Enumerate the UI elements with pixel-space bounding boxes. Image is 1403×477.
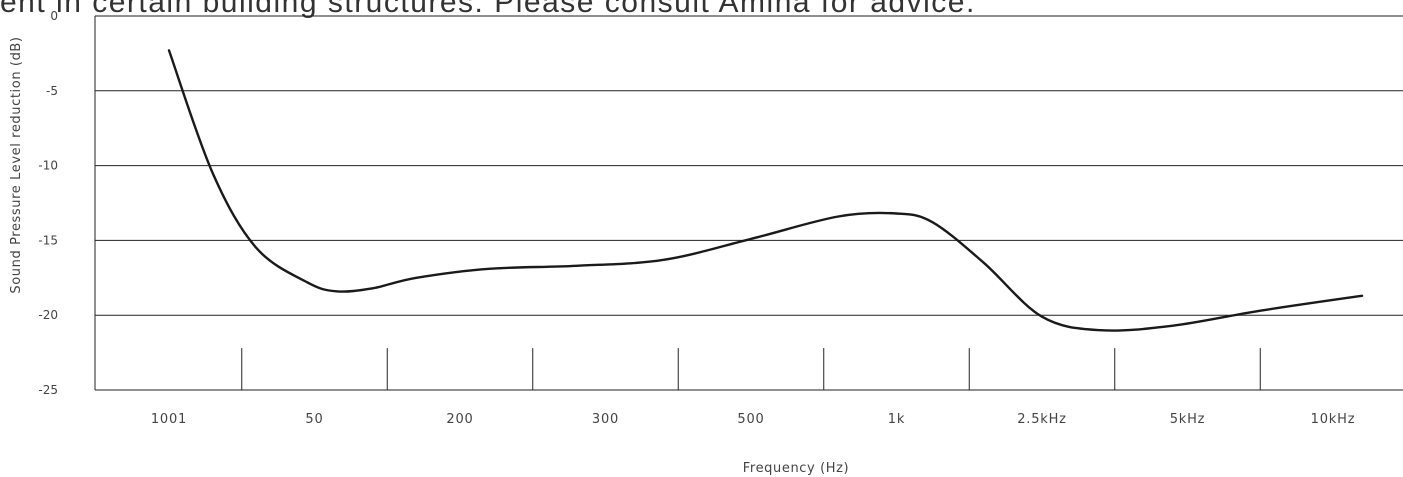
- y-tick-label: 0: [50, 9, 58, 23]
- grid-lines: [95, 16, 1403, 390]
- x-tick-label: 5kHz: [1170, 412, 1206, 427]
- response-curve: [169, 50, 1362, 330]
- x-tick-label: 500: [737, 412, 764, 427]
- y-tick-label: -5: [46, 84, 58, 98]
- x-tick-label: 300: [592, 412, 619, 427]
- x-tick-labels: 1001 50 200 300 500 1k 2.5kHz 5kHz 10kHz: [151, 412, 1355, 427]
- x-tick-label: 200: [446, 412, 473, 427]
- x-tick-label: 2.5kHz: [1017, 412, 1067, 427]
- x-tick-label: 10kHz: [1311, 412, 1356, 427]
- y-tick-label: -25: [38, 383, 58, 397]
- x-tick-label: 1k: [888, 412, 905, 427]
- x-tick-label: 50: [305, 412, 323, 427]
- y-tick-label: -10: [38, 159, 58, 173]
- category-dividers: [242, 348, 1261, 390]
- y-tick-label: -20: [38, 308, 58, 322]
- y-axis-label: Sound Pressure Level reduction (dB): [9, 36, 24, 293]
- y-tick-label: -15: [38, 233, 58, 247]
- x-tick-label: 1001: [151, 412, 187, 427]
- x-axis-label: Frequency (Hz): [743, 461, 849, 476]
- y-tick-labels: 0 -5 -10 -15 -20 -25: [38, 9, 58, 397]
